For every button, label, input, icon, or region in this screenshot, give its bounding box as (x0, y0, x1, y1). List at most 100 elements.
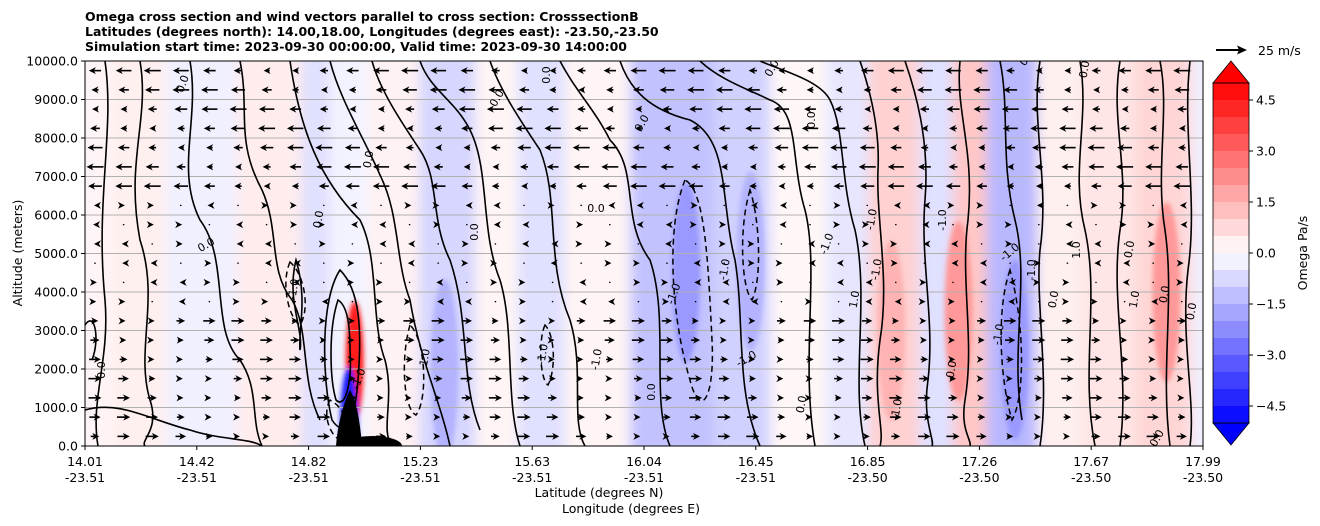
wind-vector-head (980, 259, 988, 267)
y-tick-label: 0.0 (58, 439, 78, 454)
wind-vector-head (519, 336, 527, 344)
wind-vector (437, 262, 440, 264)
wind-vector-head (265, 375, 273, 383)
wind-vector-head (606, 355, 614, 363)
wind-vector-head (579, 298, 587, 306)
wind-vector-head (150, 259, 158, 267)
wind-vector-head (977, 336, 985, 344)
colorbar-swatch (1213, 100, 1249, 118)
wind-vector-head (978, 144, 986, 152)
wind-vector-head (806, 67, 814, 75)
wind-vector-head (405, 432, 413, 440)
wind-vector-head (1119, 317, 1127, 325)
wind-vector-head (1151, 298, 1159, 306)
colorbar-tick-label: 0.0 (1256, 246, 1276, 261)
wind-vector (1123, 300, 1126, 303)
contour-label: 0.0 (645, 383, 658, 401)
y-axis-label: Altitude (meters) (10, 200, 25, 307)
wind-vector-head (951, 240, 959, 248)
wind-vector-head (663, 144, 671, 152)
wind-vector (580, 262, 582, 264)
wind-vector-head (494, 355, 502, 363)
wind-vector-head (264, 394, 272, 402)
wind-vector-head (661, 298, 669, 306)
wind-vector-head (804, 394, 812, 402)
contour-label: -1.0 (716, 258, 733, 281)
wind-vector (323, 281, 325, 284)
wind-vector-head (606, 86, 614, 94)
contour-line (559, 61, 671, 446)
wind-vector-head (688, 182, 696, 190)
wind-vector-head (373, 67, 381, 75)
wind-vector-head (88, 67, 96, 75)
wind-vector-head (1150, 394, 1158, 402)
wind-vector-head (920, 144, 928, 152)
y-tick-label: 1000.0 (34, 400, 78, 415)
wind-vector-head (261, 298, 269, 306)
colorbar-swatch (1213, 151, 1249, 169)
wind-vector-head (178, 298, 186, 306)
wind-vector-head (779, 221, 787, 229)
wind-vector (265, 223, 268, 226)
wind-vector (437, 243, 440, 245)
wind-vector-head (919, 278, 927, 286)
contour-line (187, 61, 263, 446)
wind-vector-head (86, 163, 94, 171)
colorbar-swatch (1213, 287, 1249, 305)
colorbar-swatch (1213, 168, 1249, 186)
wind-vector-head (979, 278, 987, 286)
wind-vector-head (316, 163, 324, 171)
wind-vector-head (634, 394, 642, 402)
wind-vector-head (692, 144, 700, 152)
wind-vector-head (1177, 105, 1185, 113)
wind-vector-head (263, 413, 271, 421)
wind-vector-head (951, 259, 959, 267)
wind-vector-head (402, 86, 410, 94)
wind-vector-head (890, 144, 898, 152)
y-tick-label: 9000.0 (34, 92, 78, 107)
y-tick-label: 6000.0 (34, 208, 78, 223)
wind-vector-head (92, 105, 100, 113)
wind-vector-head (375, 298, 383, 306)
wind-vector-head (635, 105, 643, 113)
wind-vector-head (460, 67, 468, 75)
wind-vector (666, 262, 668, 264)
wind-vector-head (637, 317, 645, 325)
wind-vector-head (351, 221, 359, 229)
wind-vector-head (177, 124, 185, 132)
wind-vector-head (608, 298, 616, 306)
wind-vector-head (658, 182, 666, 190)
wind-vector-head (1061, 298, 1069, 306)
wind-vector-head (887, 67, 895, 75)
wind-vector-head (208, 317, 216, 325)
wind-vector (351, 243, 354, 245)
wind-vector-head (322, 432, 330, 440)
wind-vector-head (117, 201, 125, 209)
wind-vector (180, 262, 182, 264)
wind-vector-head (203, 124, 211, 132)
contour-label: 0.0 (587, 202, 605, 215)
wind-vector-head (801, 144, 809, 152)
wind-vector-head (776, 278, 784, 286)
wind-vector-head (976, 182, 984, 190)
wind-vector-head (1147, 144, 1155, 152)
wind-vector-head (778, 182, 786, 190)
wind-vector-head (523, 394, 531, 402)
colorbar-swatch (1213, 253, 1249, 271)
wind-vector-head (1038, 317, 1046, 325)
wind-vector-head (406, 124, 414, 132)
wind-vector-head (493, 221, 501, 229)
wind-vector-head (522, 240, 530, 248)
wind-vector-head (979, 432, 987, 440)
wind-vector (1038, 243, 1040, 245)
contour-label: -1.0 (888, 398, 905, 421)
colorbar-swatch (1213, 372, 1249, 390)
wind-vector-head (720, 355, 728, 363)
wind-vector-head (544, 124, 552, 132)
wind-vector-head (719, 336, 727, 344)
wind-vector-head (1035, 67, 1043, 75)
wind-vector-head (1006, 67, 1014, 75)
colorbar-swatch (1213, 219, 1249, 237)
wind-vector-head (522, 375, 530, 383)
contour-line (419, 61, 521, 446)
